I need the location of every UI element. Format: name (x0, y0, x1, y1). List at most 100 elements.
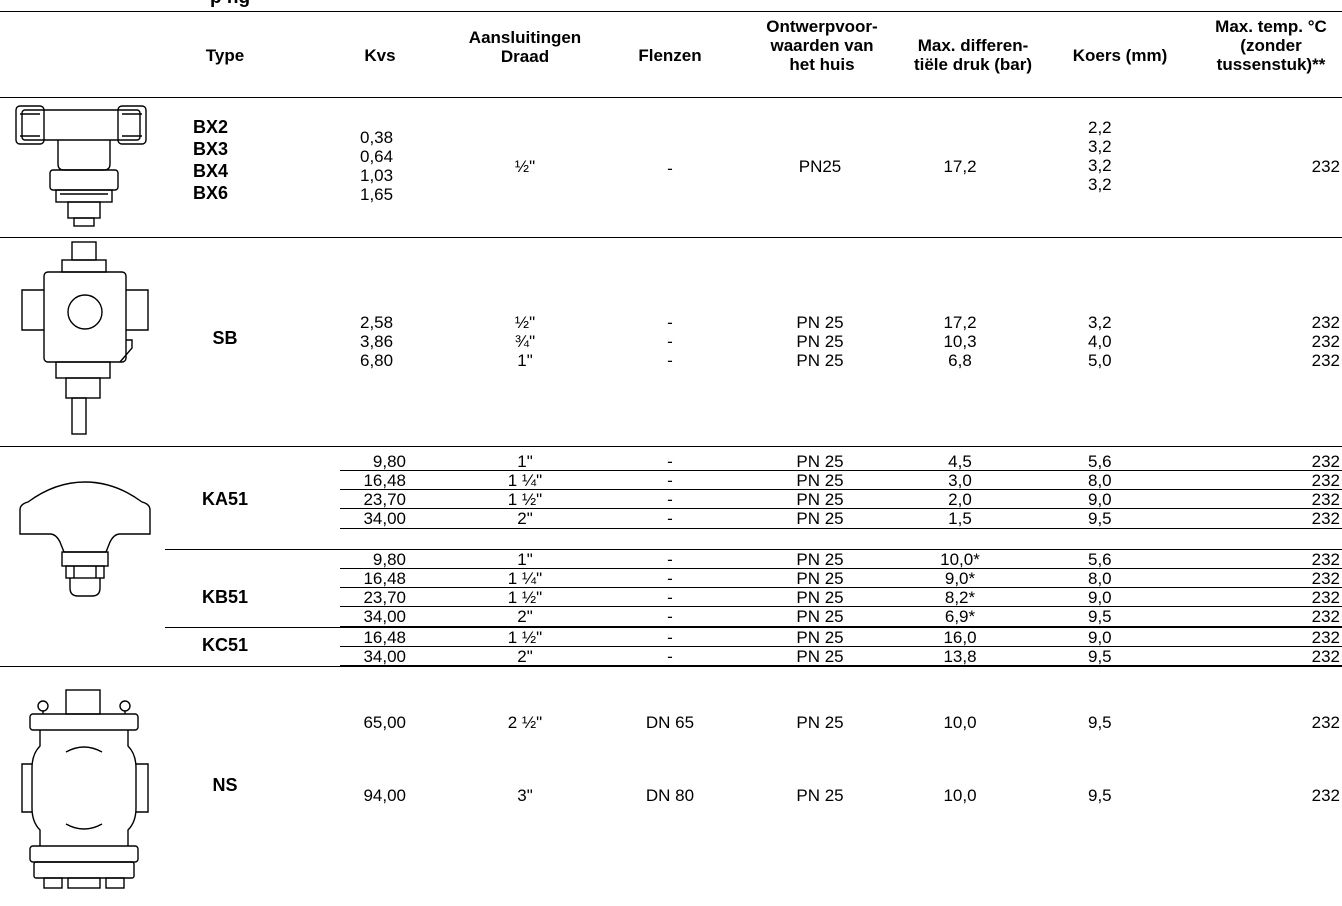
kc51-draad-0: 1 ½" (507, 628, 543, 647)
kc51-flenzen-1: - (667, 647, 673, 666)
type-kc51: KC51 (201, 635, 249, 655)
header-rule (0, 97, 1342, 98)
kb51-maxtemp-0: 232 (1311, 550, 1340, 569)
ka51-maxtemp-0: 232 (1311, 452, 1340, 471)
row-rule (340, 606, 1342, 607)
ns-flenzen-1: DN 80 (645, 786, 695, 805)
ka51-maxtemp-3: 232 (1311, 509, 1340, 528)
ns-maxdiff-1: 10,0 (943, 786, 977, 805)
sb-maxtemp: 232 232 232 (1260, 313, 1340, 370)
kb51-koers-3: 9,5 (1088, 607, 1112, 626)
sb-koers-2: 5,0 (1088, 351, 1112, 370)
kb51-maxtemp: 232 232 232 232 (1260, 550, 1340, 626)
ka51-draad-0: 1" (517, 452, 533, 471)
ka51-koers: 5,6 8,0 9,0 9,5 (1088, 452, 1112, 528)
bx-kvs-1: 0,64 (360, 147, 394, 166)
kb51-maxdiff: 10,0* 9,0* 8,2* 6,9* (920, 550, 1000, 626)
ka51-kvs-3: 34,00 (363, 509, 406, 528)
header-maxtemp-line1: Max. temp. °C (1215, 17, 1327, 36)
sb-kvs-1: 3,86 (360, 332, 394, 351)
kb51-flenzen: - - - - (650, 550, 690, 626)
header-aansluitingen: Aansluitingen Draad (450, 28, 600, 66)
bx-kvs-2: 1,03 (360, 166, 394, 185)
sb-kvs-0: 2,58 (360, 313, 394, 332)
ka51-draad-1: 1 ¼" (507, 471, 543, 490)
kb51-draad-1: 1 ¼" (507, 569, 543, 588)
kb51-koers-1: 8,0 (1088, 569, 1112, 588)
sb-maxtemp-0: 232 (1311, 313, 1340, 332)
sb-draad: ½" ¾" 1" (480, 313, 570, 370)
k-group-rule (0, 666, 1342, 667)
sb-kvs-2: 6,80 (360, 351, 394, 370)
k-valve-drawing-icon (19, 481, 151, 597)
kc51-draad: 1 ½" 2" (480, 628, 570, 666)
bx-types: BX2 BX3 BX4 BX6 (193, 116, 228, 204)
ns-ontwerp-1: PN 25 (796, 786, 844, 805)
kb51-koers-2: 9,0 (1088, 588, 1112, 607)
kb51-kvs-0: 9,80 (372, 550, 406, 569)
bx-kvs-3: 1,65 (360, 185, 394, 204)
type-bx2: BX2 (193, 117, 229, 137)
sb-ontwerp-1: PN 25 (796, 332, 844, 351)
kb51-ontwerp-1: PN 25 (796, 569, 844, 588)
header-maxtemp: Max. temp. °C (zonder tussenstuk)** (1200, 17, 1342, 74)
sb-maxtemp-1: 232 (1311, 332, 1340, 351)
bx-flenzen: - (667, 159, 673, 178)
kc51-ontwerp: PN 25 PN 25 (775, 628, 865, 666)
ka51-flenzen: - - - - (650, 452, 690, 528)
ka51-flenzen-2: - (667, 490, 673, 509)
row-rule (340, 489, 1342, 490)
kb51-ontwerp: PN 25 PN 25 PN 25 PN 25 (775, 550, 865, 626)
type-bx3: BX3 (193, 139, 229, 159)
row-rule (340, 646, 1342, 647)
ka51-koers-2: 9,0 (1088, 490, 1112, 509)
ka51-kvs: 9,80 16,48 23,70 34,00 (340, 452, 406, 528)
sb-draad-1: ¾" (514, 332, 536, 351)
kc51-koers: 9,0 9,5 (1088, 628, 1112, 666)
kb51-flenzen-1: - (667, 569, 673, 588)
row-rule (340, 568, 1342, 569)
header-aansluitingen-line1: Aansluitingen (468, 28, 582, 47)
ka51-flenzen-3: - (667, 509, 673, 528)
row-rule (340, 470, 1342, 471)
kb51-draad: 1" 1 ¼" 1 ½" 2" (480, 550, 570, 626)
sb-flenzen-2: - (667, 351, 673, 370)
top-rule (0, 11, 1342, 12)
kb51-ontwerp-2: PN 25 (796, 588, 844, 607)
type-ka51: KA51 (201, 489, 249, 509)
ka51-ontwerp-1: PN 25 (796, 471, 844, 490)
header-maxdiff-line2: tiële druk (bar) (913, 55, 1033, 74)
kc51-kvs: 16,48 34,00 (340, 628, 406, 666)
bx-koers-3: 3,2 (1088, 175, 1112, 194)
kb51-ontwerp-3: PN 25 (796, 607, 844, 626)
sb-maxdiff-0: 17,2 (943, 313, 977, 332)
sb-ontwerp: PN 25 PN 25 PN 25 (775, 313, 865, 370)
ns-flenzen-0: DN 65 (645, 713, 695, 732)
header-type: Type (205, 46, 245, 65)
ns-maxtemp-0: 232 (1311, 713, 1340, 732)
ka51-kvs-1: 16,48 (363, 471, 406, 490)
header-maxtemp-line3: tussenstuk)** (1216, 55, 1326, 74)
ka51-koers-1: 8,0 (1088, 471, 1112, 490)
ka51-koers-3: 9,5 (1088, 509, 1112, 528)
kb51-kvs-2: 23,70 (363, 588, 406, 607)
bx-rule (0, 237, 1342, 238)
kc51-maxdiff-0: 16,0 (943, 628, 977, 647)
kc51-maxtemp: 232 232 (1260, 628, 1340, 666)
kb51-flenzen-0: - (667, 550, 673, 569)
ns-koers-0: 9,5 (1088, 713, 1112, 732)
kb51-draad-2: 1 ½" (507, 588, 543, 607)
ns-ontwerp-0: PN 25 (796, 713, 844, 732)
ka51-ontwerp: PN 25 PN 25 PN 25 PN 25 (775, 452, 865, 528)
ka51-kvs-0: 9,80 (372, 452, 406, 471)
header-maxtemp-line2: (zonder (1240, 36, 1302, 55)
kc51-maxtemp-1: 232 (1311, 647, 1340, 666)
type-sb: SB (212, 328, 238, 348)
sb-draad-0: ½" (514, 313, 536, 332)
kb51-flenzen-2: - (667, 588, 673, 607)
ka51-flenzen-0: - (667, 452, 673, 471)
kb51-maxdiff-1: 9,0* (944, 569, 976, 588)
kc51-flenzen-0: - (667, 628, 673, 647)
sb-maxdiff: 17,2 10,3 6,8 (920, 313, 1000, 370)
sb-rule (0, 446, 1342, 447)
